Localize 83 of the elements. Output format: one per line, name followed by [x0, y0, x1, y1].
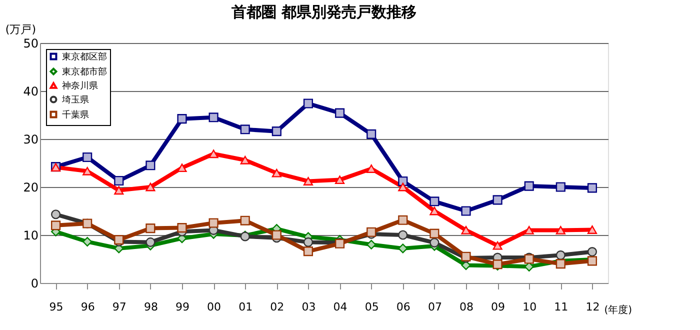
point: [82, 152, 92, 162]
point: [524, 181, 534, 191]
x-tick-label: 96: [80, 300, 95, 314]
legend-label: 埼玉県: [61, 94, 89, 106]
x-tick-label: 08: [460, 300, 474, 314]
x-tick-label: 09: [491, 300, 506, 314]
x-tick-label: 98: [144, 300, 158, 314]
legend-label: 神奈川県: [62, 80, 98, 92]
point: [240, 216, 250, 226]
point: [366, 240, 376, 250]
point: [240, 124, 250, 134]
x-tick-label: 07: [428, 300, 442, 314]
point: [146, 223, 156, 234]
point: [398, 176, 408, 186]
point: [50, 210, 61, 220]
point: [146, 237, 156, 247]
point: [177, 164, 187, 172]
point: [272, 230, 282, 240]
point: [208, 218, 218, 228]
point: [50, 220, 61, 230]
point: [556, 250, 566, 260]
point: [240, 156, 250, 164]
x-tick-label: 97: [112, 300, 126, 314]
x-tick-label: 95: [49, 300, 64, 314]
x-tick-label: 03: [302, 300, 316, 314]
point: [303, 98, 314, 108]
point: [334, 176, 345, 184]
point: [146, 160, 156, 170]
point: [587, 247, 598, 257]
x-tick-label: 12: [586, 300, 600, 314]
point: [398, 215, 408, 225]
point: [398, 244, 408, 254]
point: [492, 241, 502, 250]
x-tick-label: 00: [207, 300, 222, 314]
x-tick-label: 01: [238, 300, 253, 314]
point: [556, 259, 566, 269]
point: [208, 150, 218, 158]
point: [208, 112, 218, 122]
point: [272, 168, 282, 178]
point: [177, 223, 187, 233]
x-tick-label: 02: [270, 300, 284, 314]
point: [524, 226, 534, 234]
point: [334, 108, 345, 118]
point: [587, 183, 598, 193]
y-tick-label: 10: [23, 228, 38, 242]
legend-label: 東京都市部: [62, 66, 107, 78]
point: [492, 195, 502, 205]
y-tick-label: 30: [23, 132, 38, 146]
point: [430, 238, 440, 248]
x-tick-label: 06: [396, 300, 410, 314]
point: [272, 126, 282, 136]
point: [303, 177, 314, 186]
point: [556, 182, 566, 192]
point: [461, 206, 471, 216]
legend-label: 千葉県: [62, 110, 89, 120]
x-tick-label: 04: [333, 300, 348, 314]
y-tick-label: 50: [23, 36, 38, 50]
y-tick-label: 0: [30, 276, 38, 290]
point: [461, 226, 471, 234]
chart-title: 首都圏 都県別発売戸数推移: [230, 3, 417, 21]
y-axis-title: (万戸): [5, 23, 36, 36]
point: [430, 196, 440, 206]
x-tick-label: 11: [554, 300, 568, 314]
point: [303, 237, 314, 247]
legend-label: 東京都区部: [62, 52, 107, 62]
x-tick-label: 05: [364, 300, 379, 314]
x-tick-label: 99: [176, 300, 190, 314]
y-tick-label: 40: [23, 84, 38, 98]
point: [146, 182, 156, 192]
point: [587, 225, 598, 234]
point: [430, 228, 440, 238]
x-tick-label: 10: [522, 300, 537, 314]
point: [114, 176, 124, 186]
point: [82, 236, 92, 247]
point: [398, 230, 408, 240]
y-tick-label: 20: [23, 180, 38, 194]
point: [366, 129, 376, 139]
point: [114, 186, 124, 195]
point: [430, 206, 440, 216]
point: [303, 246, 314, 256]
x-axis-title: (年度): [604, 304, 632, 316]
point: [177, 114, 187, 124]
point: [556, 226, 566, 234]
